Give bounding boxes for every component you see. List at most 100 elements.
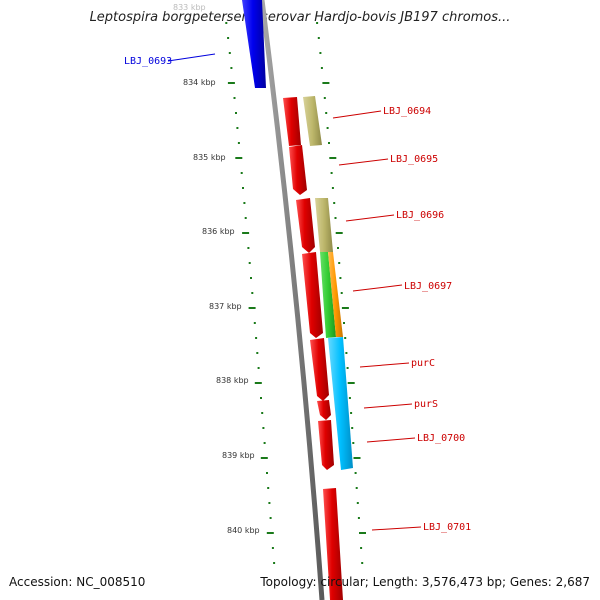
- tick-mark: [317, 37, 320, 39]
- map-title: Leptospira borgpetersenii serovar Hardjo…: [89, 10, 511, 25]
- tick-mark: [333, 202, 336, 204]
- tick-mark: [341, 307, 349, 309]
- tick-mark: [320, 67, 323, 69]
- kbp-label: 840 kbp: [227, 526, 260, 535]
- accession-text: Accession: NC_008510: [9, 575, 146, 589]
- gene-lbj-0701-cds[interactable]: [323, 488, 343, 600]
- tick-mark: [346, 367, 349, 369]
- gene-label-lbj-0694[interactable]: LBJ_0694: [383, 106, 431, 117]
- gene-purc-cds[interactable]: [310, 338, 329, 401]
- cds-track: [242, 0, 343, 600]
- kbp-labels: 833 kbp 834 kbp 835 kbp 836 kbp 837 kbp …: [173, 3, 260, 535]
- tick-mark: [235, 112, 237, 114]
- tick-mark: [240, 172, 243, 174]
- gene-label-purc[interactable]: purC: [411, 358, 435, 369]
- tick-mark: [334, 217, 337, 219]
- connector-lbj-0695: [338, 158, 389, 166]
- tick-mark: [343, 322, 345, 324]
- tick-mark: [344, 337, 347, 339]
- tick-mark: [235, 157, 243, 159]
- gene-label-lbj-0693[interactable]: LBJ_0693: [124, 56, 172, 67]
- tick-mark: [268, 502, 271, 504]
- tick-mark: [354, 472, 357, 474]
- tick-ruler-left: [225, 22, 276, 564]
- cog-track: [303, 96, 353, 470]
- gene-label-lbj-0695[interactable]: LBJ_0695: [390, 154, 438, 165]
- gene-lbj-0694-cds[interactable]: [283, 97, 301, 146]
- gene-label-lbj-0697[interactable]: LBJ_0697: [404, 281, 452, 292]
- kbp-label: 834 kbp: [183, 78, 216, 87]
- tick-mark: [355, 487, 358, 489]
- tick-mark: [356, 502, 359, 504]
- tick-mark: [337, 247, 339, 249]
- gene-label-purs[interactable]: purS: [414, 399, 438, 410]
- tick-mark: [236, 127, 239, 129]
- tick-mark: [273, 562, 276, 564]
- tick-mark: [228, 52, 231, 54]
- tick-mark: [338, 262, 341, 264]
- tick-mark: [271, 547, 274, 549]
- cog-block-khaki: [303, 96, 322, 146]
- tick-mark: [263, 442, 266, 444]
- kbp-label: 833 kbp: [173, 3, 206, 12]
- tick-mark: [323, 97, 326, 99]
- gene-label-lbj-0700[interactable]: LBJ_0700: [417, 433, 465, 444]
- gene-lbj-0700-cds[interactable]: [318, 420, 334, 470]
- cog-block-cyan: [328, 337, 353, 470]
- gene-lbj-0696-cds[interactable]: [296, 198, 315, 253]
- tick-mark: [357, 517, 360, 519]
- kbp-label: 836 kbp: [202, 227, 235, 236]
- kbp-label: 835 kbp: [193, 153, 226, 162]
- tick-mark: [255, 337, 258, 339]
- tick-mark: [260, 397, 262, 399]
- gene-purs-cds[interactable]: [317, 400, 331, 420]
- cog-block-green: [320, 252, 336, 338]
- kbp-label: 837 kbp: [209, 302, 242, 311]
- tick-mark: [322, 82, 330, 84]
- tick-mark: [266, 532, 274, 534]
- tick-mark: [329, 157, 337, 159]
- tick-mark: [316, 22, 319, 24]
- tick-mark: [352, 442, 355, 444]
- connector-lbj-0694: [332, 110, 382, 119]
- gene-label-lbj-0696[interactable]: LBJ_0696: [396, 210, 444, 221]
- tick-mark: [257, 367, 260, 369]
- tick-mark: [347, 382, 355, 384]
- summary-text: Topology: circular; Length: 3,576,473 bp…: [260, 575, 590, 589]
- tick-mark: [230, 67, 233, 69]
- tick-mark: [242, 232, 250, 234]
- tick-mark: [350, 412, 353, 414]
- tick-mark: [267, 487, 270, 489]
- connector-lbj-0700: [366, 437, 416, 443]
- cog-block-khaki: [315, 198, 333, 252]
- tick-mark: [335, 232, 343, 234]
- connector-lbj-0693: [167, 53, 216, 62]
- connector-lbj-0701: [371, 526, 422, 531]
- gene-lbj-0695-cds[interactable]: [289, 145, 307, 195]
- tick-mark: [269, 517, 272, 519]
- gene-label-lbj-0701[interactable]: LBJ_0701: [423, 522, 471, 533]
- connector-lbj-0697: [352, 284, 403, 292]
- connector-purs: [363, 403, 413, 409]
- tick-mark: [319, 52, 322, 54]
- tick-mark: [244, 217, 247, 219]
- gene-lbj-0693-cds[interactable]: [242, 0, 266, 88]
- tick-mark: [225, 22, 228, 24]
- connector-lbj-0696: [345, 214, 395, 222]
- tick-mark: [262, 427, 265, 429]
- tick-mark: [266, 472, 268, 474]
- tick-mark: [256, 352, 259, 354]
- tick-mark: [227, 82, 235, 84]
- tick-mark: [254, 382, 262, 384]
- tick-mark: [233, 97, 236, 99]
- tick-mark: [351, 427, 354, 429]
- tick-mark: [353, 457, 361, 459]
- tick-mark: [348, 397, 351, 399]
- tick-mark: [247, 247, 250, 249]
- gene-lbj-0697-cds[interactable]: [302, 252, 323, 338]
- tick-mark: [328, 142, 330, 144]
- tick-mark: [340, 292, 343, 294]
- tick-mark: [360, 547, 363, 549]
- tick-mark: [339, 277, 342, 279]
